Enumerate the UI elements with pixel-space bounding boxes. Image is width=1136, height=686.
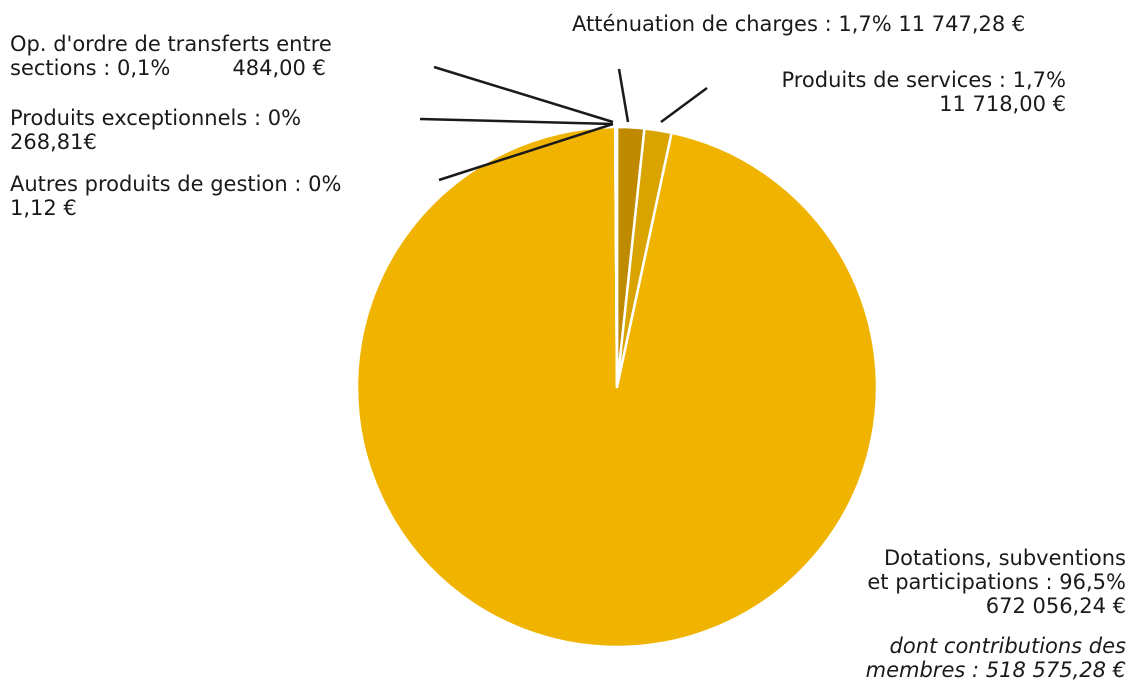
label-attenuation: Atténuation de charges : 1,7% 11 747,28 …: [572, 12, 1026, 36]
leader-line-exceptionnels: [419, 117, 614, 126]
slice-ordre: [614, 125, 619, 389]
label-services: Produits de services : 1,7% 11 718,00 €: [781, 68, 1066, 116]
leader-line-services: [660, 86, 708, 124]
label-autres: Autres produits de gestion : 0% 1,12 €: [10, 172, 342, 220]
label-ordre: Op. d'ordre de transferts entre sections…: [10, 32, 332, 80]
leader-line-autres: [438, 122, 614, 182]
leader-line-attenuation: [617, 68, 630, 123]
label-exceptionnels: Produits exceptionnels : 0% 268,81€: [10, 106, 302, 154]
leader-line-ordre: [433, 65, 614, 124]
note-contributions: dont contributions des membres : 518 575…: [865, 634, 1126, 682]
pie-slices: [355, 125, 879, 649]
label-dotations: Dotations, subventions et participations…: [867, 546, 1126, 618]
leader-lines: [419, 65, 708, 182]
